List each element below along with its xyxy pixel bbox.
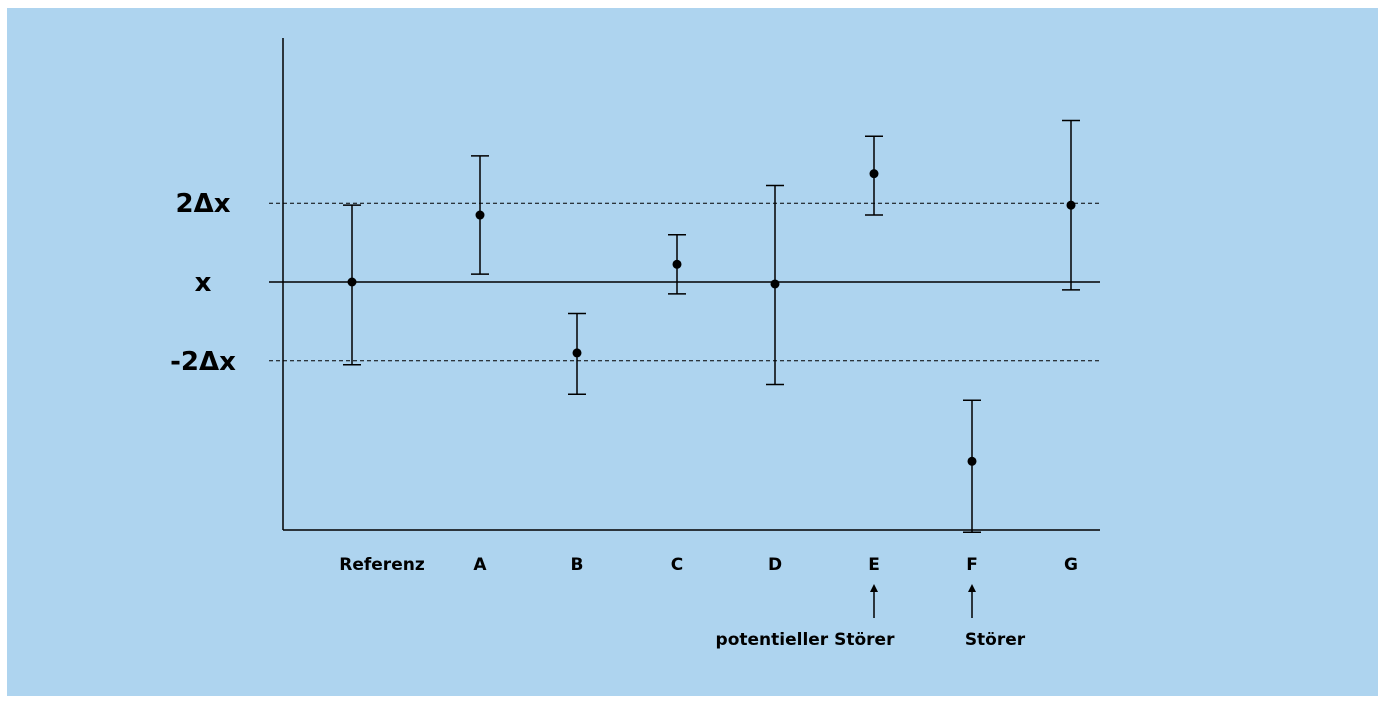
data-point [967, 456, 977, 466]
data-point [869, 169, 879, 179]
x-tick-label: Referenz [339, 555, 425, 575]
chart-panel [7, 8, 1378, 696]
y-tick-label: -2Δx [170, 347, 236, 377]
annotations: potentieller Störer Störer [716, 584, 1026, 650]
data-point [770, 279, 780, 289]
x-tick-labels: Referenz A B C D E F G [339, 555, 1078, 575]
annotation-arrow-head [968, 584, 976, 592]
data-point [672, 259, 682, 269]
data-point [475, 210, 485, 220]
x-tick-label: D [768, 555, 782, 575]
data-marks [343, 119, 1080, 533]
annotation-arrow-head [870, 584, 878, 592]
x-tick-label: B [571, 555, 584, 575]
annotation-label: potentieller Störer [716, 630, 896, 650]
x-tick-label: C [671, 555, 683, 575]
x-tick-label: F [966, 555, 978, 575]
x-tick-label: G [1064, 555, 1078, 575]
reference-lines [269, 202, 1100, 362]
data-point [1066, 200, 1076, 210]
x-tick-label: E [868, 555, 880, 575]
y-tick-label: 2Δx [176, 189, 231, 219]
y-tick-labels: 2Δx x -2Δx [170, 189, 236, 377]
y-tick-label: x [195, 268, 212, 298]
data-point [347, 277, 357, 287]
axes [282, 38, 1100, 531]
data-point [572, 348, 582, 358]
x-tick-label: A [473, 555, 487, 575]
annotation-label: Störer [965, 630, 1026, 650]
